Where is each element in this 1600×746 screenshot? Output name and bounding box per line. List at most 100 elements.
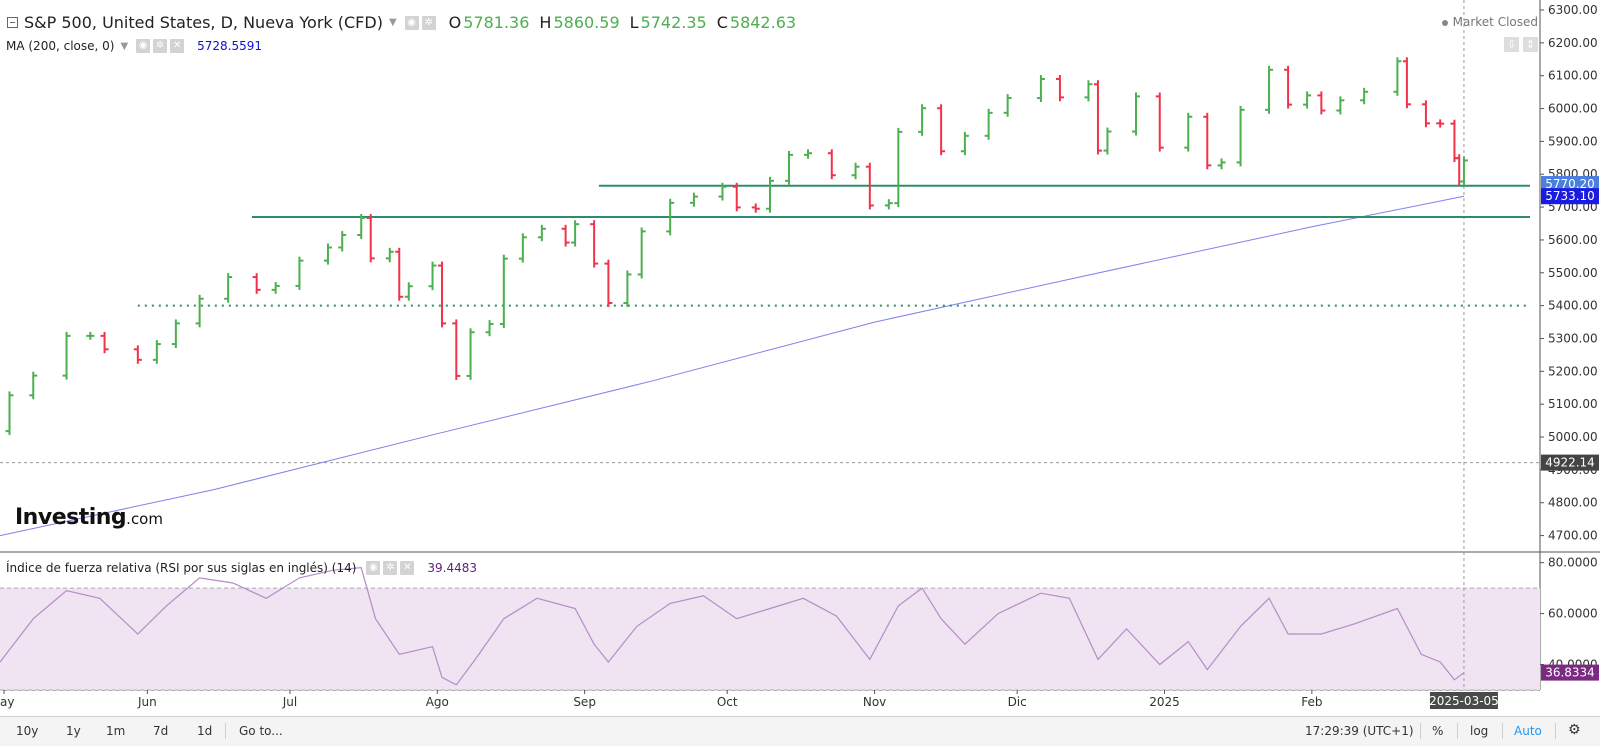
close-icon[interactable]: ✕ [400,561,415,575]
ohlc-bar [666,198,675,236]
eye-icon[interactable]: ◉ [136,39,151,53]
ohlc-bar [86,331,95,340]
arrow-down-icon[interactable]: ⇩ [1504,37,1519,52]
time-tick-label: Dic [1008,695,1027,709]
ohlc-bar [960,131,969,156]
percent-toggle[interactable]: % [1432,724,1444,738]
gear-icon[interactable]: ✲ [383,561,398,575]
ohlc-bar [1360,87,1369,105]
ohlc-high-value: 5860.59 [553,13,620,32]
rsi-tag-text: 36.8334 [1545,666,1595,680]
status-dot-icon [1441,19,1448,26]
ohlc-open-label: O [448,13,462,32]
chevron-down-icon[interactable]: ▼ [120,40,129,52]
ohlc-bar [438,261,447,328]
rsi-tick-label: 60.0000 [1548,607,1598,621]
ohlc-bar [499,254,508,328]
ohlc-bar [637,227,646,279]
range-10y-button[interactable]: 10y [16,724,39,738]
ohlc-bar [366,213,375,263]
ohlc-low-label: L [629,13,639,32]
ohlc-bar [252,273,261,294]
ohlc-bar [1084,80,1093,102]
close-icon[interactable]: ✕ [170,39,185,53]
ohlc-bar [1336,96,1345,115]
eye-icon[interactable]: ◉ [366,561,381,575]
ohlc-bar [1284,65,1293,109]
ohlc-bar [1036,75,1045,102]
ohlc-bar [894,127,903,208]
chevron-down-icon[interactable]: ▼ [388,17,397,28]
ohlc-bar [152,340,161,364]
ohlc-bar [1131,92,1140,136]
log-toggle[interactable]: log [1470,724,1489,738]
auto-toggle[interactable]: Auto [1514,724,1542,738]
range-7d-button[interactable]: 7d [153,724,169,738]
ohlc-bar [323,243,332,265]
price-tick-label: 6000.00 [1548,102,1598,116]
range-1d-button[interactable]: 1d [197,724,213,738]
ohlc-open-value: 5781.36 [463,13,530,32]
ohlc-bar [100,331,109,354]
settings-gear-icon[interactable]: ⚙ [1568,722,1581,738]
ohlc-bar [1103,127,1112,155]
maximize-icon[interactable]: ⇕ [1523,37,1538,52]
toolbar-divider [1457,723,1458,739]
ohlc-bar [62,331,71,380]
toolbar-divider [1420,723,1421,739]
price-tag-bg [1541,176,1599,193]
ohlc-bar [1459,156,1468,186]
price-tick-label: 6100.00 [1548,69,1598,83]
crosshair-date-tag: 2025-03-05 [1429,692,1499,709]
ohlc-bar [224,273,233,303]
ohlc-bar [271,281,280,294]
rsi-tag: 36.8334 [1541,664,1599,681]
ohlc-bar [133,345,142,364]
gear-icon[interactable]: ✲ [421,15,436,30]
ohlc-bar [5,391,14,436]
time-tick-label: 2025 [1149,695,1180,709]
ohlc-bar [918,104,927,136]
ohlc-bar [1421,100,1430,128]
investing-logo: Investing.com [15,505,163,530]
ohlc-bar [1436,119,1445,128]
collapse-icon[interactable] [7,17,18,28]
ohlc-high-label: H [539,13,552,32]
price-tag-text: 5770.20 [1545,177,1595,191]
ma-value: 5728.5591 [197,39,263,53]
gear-icon[interactable]: ✲ [153,39,168,53]
ohlc-bar [466,328,475,380]
ohlc-bar [171,319,180,349]
ohlc-bar [195,294,204,328]
ohlc-bar [1265,65,1274,114]
ohlc-bar [1317,91,1326,115]
rsi-line [0,567,1465,686]
chart-canvas[interactable]: 4700.004800.004900.005000.005100.005200.… [0,0,1600,716]
time-tick-label: Oct [717,695,738,709]
ohlc-bar [518,233,527,263]
price-tick-label: 5600.00 [1548,233,1598,247]
logo-brand: Investing [15,505,127,530]
rsi-tick-label: 80.0000 [1548,556,1598,570]
range-1y-button[interactable]: 1y [66,724,81,738]
rsi-value: 39.4483 [427,561,478,575]
price-tag: 4922.14 [1541,454,1599,471]
eye-icon[interactable]: ◉ [404,15,419,30]
goto-button[interactable]: Go to... [239,724,283,738]
price-tick-label: 5300.00 [1548,331,1598,345]
ohlc-bar [865,162,874,210]
ohlc-bar [1155,92,1164,152]
pane-controls: ⇩ ⇕ [1500,33,1538,52]
ohlc-bar [1003,94,1012,117]
price-tick-label: 4800.00 [1548,496,1598,510]
crosshair-date-text: 2025-03-05 [1429,694,1499,708]
ohlc-low-value: 5742.35 [640,13,707,32]
ohlc-close-label: C [716,13,728,32]
ohlc-bar [785,150,794,185]
time-tick-label: Jun [137,695,157,709]
range-1m-button[interactable]: 1m [106,724,126,738]
ohlc-bar [1393,57,1402,96]
time-tick-label: ay [0,695,14,709]
ohlc-bar [623,270,632,307]
logo-suffix: .com [126,510,163,528]
